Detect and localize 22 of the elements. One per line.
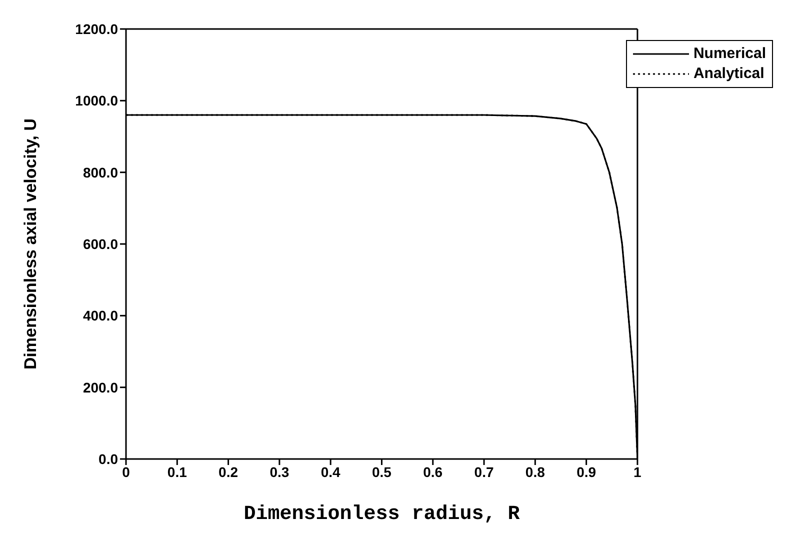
y-tick-label: 400.0 xyxy=(82,308,118,324)
x-tick-label: 0.2 xyxy=(218,464,238,480)
x-tick-label: 0.5 xyxy=(372,464,392,480)
x-tick-label: 0.8 xyxy=(525,464,546,480)
x-tick-label: 0.1 xyxy=(167,464,188,480)
x-tick-label: 0.3 xyxy=(270,464,290,480)
y-axis-title: Dimensionless axial velocity, U xyxy=(21,118,40,370)
x-axis-title: Dimensionless radius, R xyxy=(244,503,520,526)
x-tick-label: 1 xyxy=(634,464,642,480)
y-tick-label: 200.0 xyxy=(82,379,118,396)
y-tick-label: 800.0 xyxy=(82,164,118,180)
x-tick-label: 0 xyxy=(122,464,130,480)
x-tick-label: 0.4 xyxy=(320,464,341,480)
x-tick-label: 0.9 xyxy=(576,464,596,480)
y-tick-label: 1000.0 xyxy=(75,92,118,109)
y-tick-label: 1200.0 xyxy=(75,20,118,37)
legend-label: Analytical xyxy=(693,64,764,84)
legend-label: Numerical xyxy=(693,44,766,64)
y-tick-label: 600.0 xyxy=(82,236,118,252)
y-tick-label: 0.0 xyxy=(98,450,118,467)
x-tick-label: 0.7 xyxy=(474,464,494,480)
x-tick-label: 0.6 xyxy=(423,464,443,480)
